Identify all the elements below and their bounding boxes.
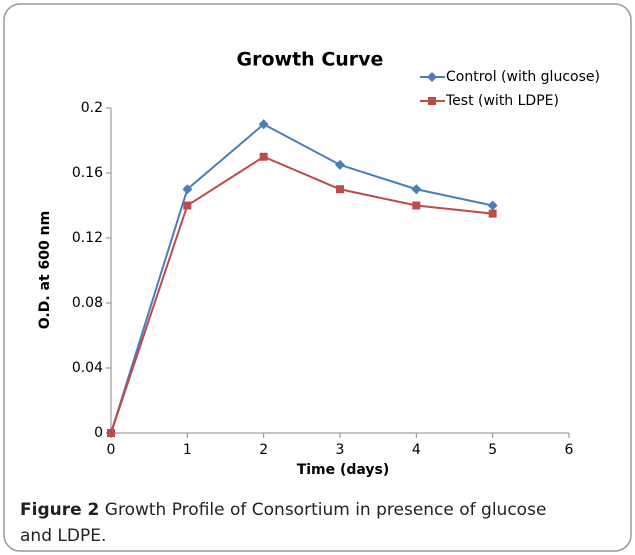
y-tick-label: 0.16 [72,165,103,181]
marker [428,97,436,105]
y-tick-label: 0.08 [72,295,103,311]
marker [182,184,193,195]
y-axis-label: O.D. at 600 nm [37,211,53,329]
series-line [110,155,493,434]
x-tick-label: 6 [565,442,574,458]
y-tick-label: 0.2 [81,100,103,116]
marker [259,152,268,161]
x-tick-label: 3 [336,442,345,458]
marker [336,185,344,194]
x-tick-label: 2 [259,442,268,458]
marker [183,201,192,210]
legend-label: Test (with LDPE) [445,93,559,109]
legend-label: Control (with glucose) [446,69,600,85]
marker [411,184,422,195]
marker [335,159,345,170]
x-tick-label: 5 [488,442,497,458]
x-axis-label: Time (days) [297,462,390,478]
caption-label: Figure 2 [20,500,99,520]
caption-line: Figure 2 Growth Profile of Consortium in… [20,500,546,546]
y-tick-label: 0.12 [72,230,103,246]
marker [427,72,437,82]
marker [258,119,269,130]
x-tick-label: 4 [412,442,421,458]
caption-text: Growth Profile of Consortium in presence… [105,500,547,520]
caption-text-wrap: and LDPE. [20,526,106,546]
x-tick-label: 0 [107,442,116,458]
chart-title: Growth Curve [237,49,384,71]
x-tick-label: 1 [183,442,192,458]
marker [107,429,115,437]
y-tick-label: 0 [94,425,103,441]
marker [412,201,421,210]
marker [488,209,497,218]
frame [3,3,632,552]
series-line [110,123,493,434]
marker [487,200,498,211]
y-tick-label: 0.04 [72,360,103,376]
